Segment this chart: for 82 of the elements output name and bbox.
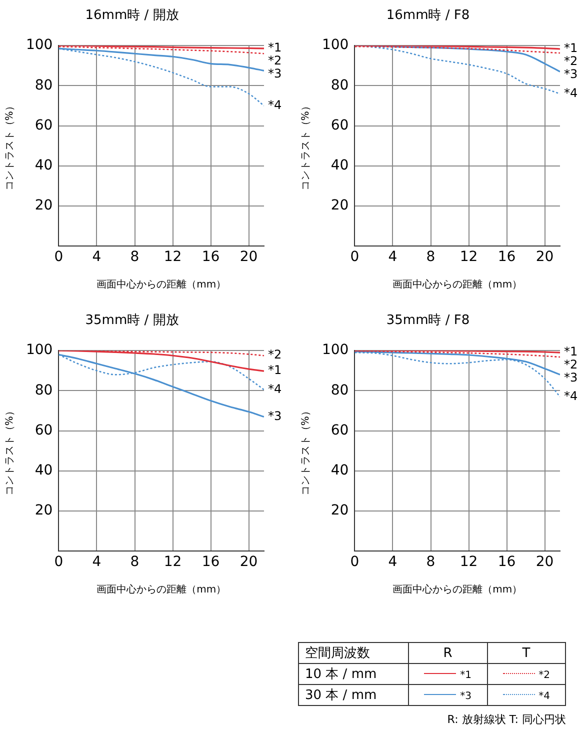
x-tick-label: 12: [164, 554, 182, 570]
series-label: *3: [564, 370, 578, 385]
y-tick-label: 40: [330, 158, 349, 174]
x-tick-label: 4: [388, 554, 398, 570]
text: *1: [460, 670, 472, 680]
chart-title: 35mm時 / F8: [386, 313, 470, 328]
x-tick-label: 4: [92, 554, 102, 570]
x-tick-label: 12: [164, 249, 182, 266]
y-tick-label: 80: [34, 77, 53, 94]
x-tick-label: 8: [130, 554, 140, 570]
y-tick-label: 20: [330, 502, 349, 519]
x-tick-label: 12: [460, 249, 478, 266]
x-tick-label: 16: [202, 249, 220, 266]
series-label: *1: [564, 344, 578, 359]
y-tick-label: 20: [330, 198, 349, 214]
x-tick-label: 4: [388, 249, 398, 266]
y-tick-label: 20: [34, 502, 53, 519]
y-tick-label: 100: [322, 342, 349, 358]
y-tick-label: 100: [322, 37, 349, 54]
x-tick-label: 20: [240, 249, 258, 266]
y-tick-label: 80: [330, 382, 349, 398]
y-axis-title: コントラスト（%）: [300, 101, 312, 191]
y-tick-label: 20: [34, 198, 53, 214]
series-label: *1: [268, 363, 282, 378]
series-label: *3: [564, 67, 578, 82]
y-tick-label: 60: [330, 422, 349, 438]
y-tick-label: 80: [34, 382, 53, 398]
text: 空間周波数: [298, 642, 409, 664]
y-tick-label: 40: [330, 462, 349, 479]
series-label: *3: [268, 408, 282, 423]
y-tick-label: 60: [34, 422, 53, 438]
text: R: [408, 642, 487, 664]
y-axis-title: コントラスト（%）: [4, 406, 16, 496]
text: 10 本 / mm: [298, 664, 409, 684]
x-axis-title: 画面中心からの距離（mm）: [96, 584, 226, 596]
series-label: *1: [268, 40, 282, 55]
x-tick-label: 8: [130, 249, 140, 266]
text: T: [487, 642, 566, 664]
x-tick-label: 12: [460, 554, 478, 570]
y-tick-label: 40: [34, 462, 53, 479]
y-tick-label: 60: [330, 117, 349, 134]
series-label: *2: [564, 358, 578, 372]
x-axis-title: 画面中心からの距離（mm）: [392, 278, 522, 291]
y-tick-label: 100: [26, 37, 53, 54]
y-tick-label: 40: [34, 158, 53, 174]
y-axis-title: コントラスト（%）: [4, 101, 16, 191]
series-label: *4: [268, 98, 282, 112]
x-tick-label: 0: [54, 249, 64, 266]
x-tick-label: 8: [426, 249, 436, 266]
series-label: *4: [564, 86, 578, 100]
y-axis-title: コントラスト（%）: [300, 406, 312, 496]
x-axis-title: 画面中心からの距離（mm）: [96, 278, 226, 291]
x-tick-label: 4: [92, 249, 102, 266]
series-label: *2: [268, 348, 282, 362]
text: R: 放射線状 T: 同心円状: [446, 712, 566, 727]
series-label: *3: [268, 66, 282, 81]
x-tick-label: 16: [498, 554, 516, 570]
series-label: *2: [268, 54, 282, 68]
x-tick-label: 20: [536, 554, 554, 570]
series-label: *2: [564, 54, 578, 68]
text: *4: [538, 690, 550, 702]
x-tick-label: 16: [498, 249, 516, 266]
text: *2: [538, 670, 550, 680]
x-axis-title: 画面中心からの距離（mm）: [392, 584, 522, 596]
x-tick-label: 16: [202, 554, 220, 570]
chart-title: 16mm時 / 開放: [85, 8, 179, 24]
series-label: *4: [564, 388, 578, 403]
x-tick-label: 0: [54, 554, 64, 570]
x-tick-label: 8: [426, 554, 436, 570]
series-label: *4: [268, 382, 282, 396]
y-tick-label: 60: [34, 117, 53, 134]
y-tick-label: 80: [330, 77, 349, 94]
chart-title: 35mm時 / 開放: [85, 313, 179, 328]
text: 30 本 / mm: [298, 684, 409, 706]
text: *3: [460, 690, 472, 702]
series-label: *1: [564, 41, 578, 56]
x-tick-label: 20: [536, 249, 554, 266]
y-tick-label: 100: [26, 342, 53, 358]
chart-title: 16mm時 / F8: [386, 8, 470, 24]
x-tick-label: 20: [240, 554, 258, 570]
x-tick-label: 0: [350, 249, 360, 266]
x-tick-label: 0: [350, 554, 360, 570]
